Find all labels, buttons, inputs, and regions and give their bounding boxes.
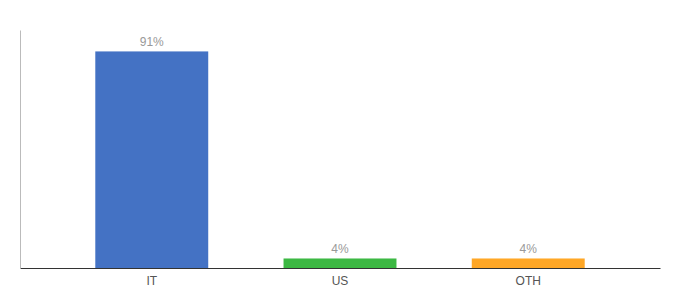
x-tick-label: IT bbox=[146, 274, 157, 288]
x-tick-label: OTH bbox=[516, 274, 541, 288]
x-tick: US bbox=[332, 274, 349, 288]
x-tick: IT bbox=[146, 274, 157, 288]
y-axis bbox=[20, 31, 21, 269]
x-tick: OTH bbox=[516, 274, 541, 288]
chart-container: IT US OTH 91% 4% 4% bbox=[0, 0, 680, 300]
data-label: 4% bbox=[520, 242, 538, 256]
bar bbox=[472, 258, 585, 268]
bar bbox=[284, 258, 397, 268]
x-tick-label: US bbox=[332, 274, 349, 288]
x-axis-line bbox=[21, 268, 661, 269]
x-axis: IT US OTH bbox=[21, 269, 661, 288]
plot-area bbox=[95, 51, 584, 268]
data-label: 4% bbox=[331, 242, 349, 256]
bar bbox=[95, 51, 208, 268]
y-axis-line bbox=[20, 31, 21, 269]
data-label: 91% bbox=[140, 35, 164, 49]
data-labels: 91% 4% 4% bbox=[140, 35, 537, 256]
chart: IT US OTH 91% 4% 4% bbox=[0, 0, 680, 300]
